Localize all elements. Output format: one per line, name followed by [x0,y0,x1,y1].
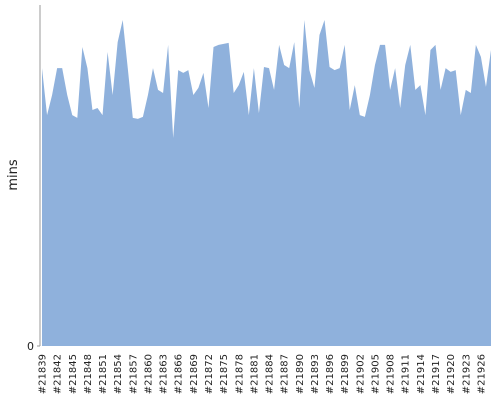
x-tick-label: #21851 [98,354,109,394]
y-axis-title: mins [6,159,21,191]
x-tick-label: #21914 [416,354,427,394]
x-tick-label: #21890 [295,354,306,394]
area [42,20,491,347]
x-tick-label: #21854 [113,354,124,394]
x-tick-label: #21842 [53,354,64,394]
x-tick-label: #21887 [280,354,291,394]
x-tick-label: #21917 [431,354,442,394]
x-tick-label: #21872 [204,354,215,394]
x-tick-label: #21893 [310,354,321,394]
x-tick-label: #21902 [355,354,366,394]
x-tick-label: #21899 [340,354,351,394]
x-tick-label: #21908 [386,354,397,394]
y-tick-label: 0 [27,340,34,353]
x-tick-label: #21926 [476,354,487,394]
x-tick-label: #21869 [189,354,200,394]
x-tick-label: #21860 [143,354,154,394]
x-tick-label: #21866 [174,354,185,394]
x-tick-label: #21863 [159,354,170,394]
x-tick-label: #21881 [249,354,260,394]
x-tick-label: #21848 [83,354,94,394]
x-tick-label: #21911 [401,354,412,394]
x-tick-label: #21839 [38,354,49,394]
x-tick-label: #21845 [68,354,79,394]
x-tick-label: #21920 [446,354,457,394]
x-tick-label: #21884 [265,354,276,394]
x-tick-label: #21923 [461,354,472,394]
x-tick-label: #21905 [370,354,381,394]
x-tick-label: #21857 [128,354,139,394]
x-tick-label: #21875 [219,354,230,394]
x-tick-label: #21878 [234,354,245,394]
x-tick-label: #21896 [325,354,336,394]
